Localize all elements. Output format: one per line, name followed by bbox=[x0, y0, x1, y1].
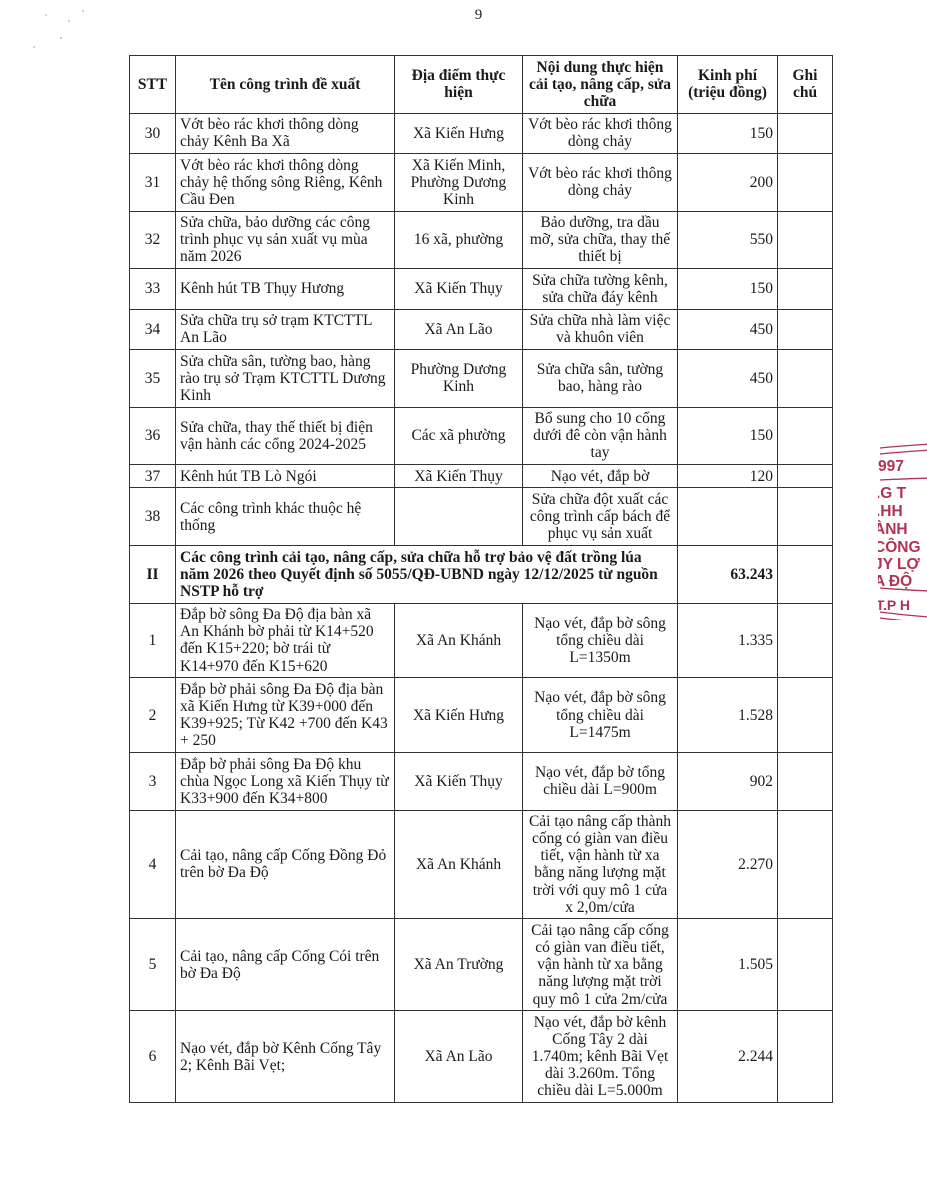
svg-text:T.P H: T.P H bbox=[878, 597, 910, 613]
svg-text:A ĐỘ: A ĐỘ bbox=[878, 572, 912, 590]
svg-text:ÀNH: ÀNH bbox=[878, 521, 908, 538]
svg-text:997: 997 bbox=[878, 458, 904, 475]
svg-text:.G T: .G T bbox=[878, 485, 907, 502]
svg-text:JY LỢ: JY LỢ bbox=[878, 556, 920, 573]
svg-text:.HH: .HH bbox=[878, 503, 903, 520]
svg-text:CÔNG: CÔNG bbox=[878, 538, 921, 556]
